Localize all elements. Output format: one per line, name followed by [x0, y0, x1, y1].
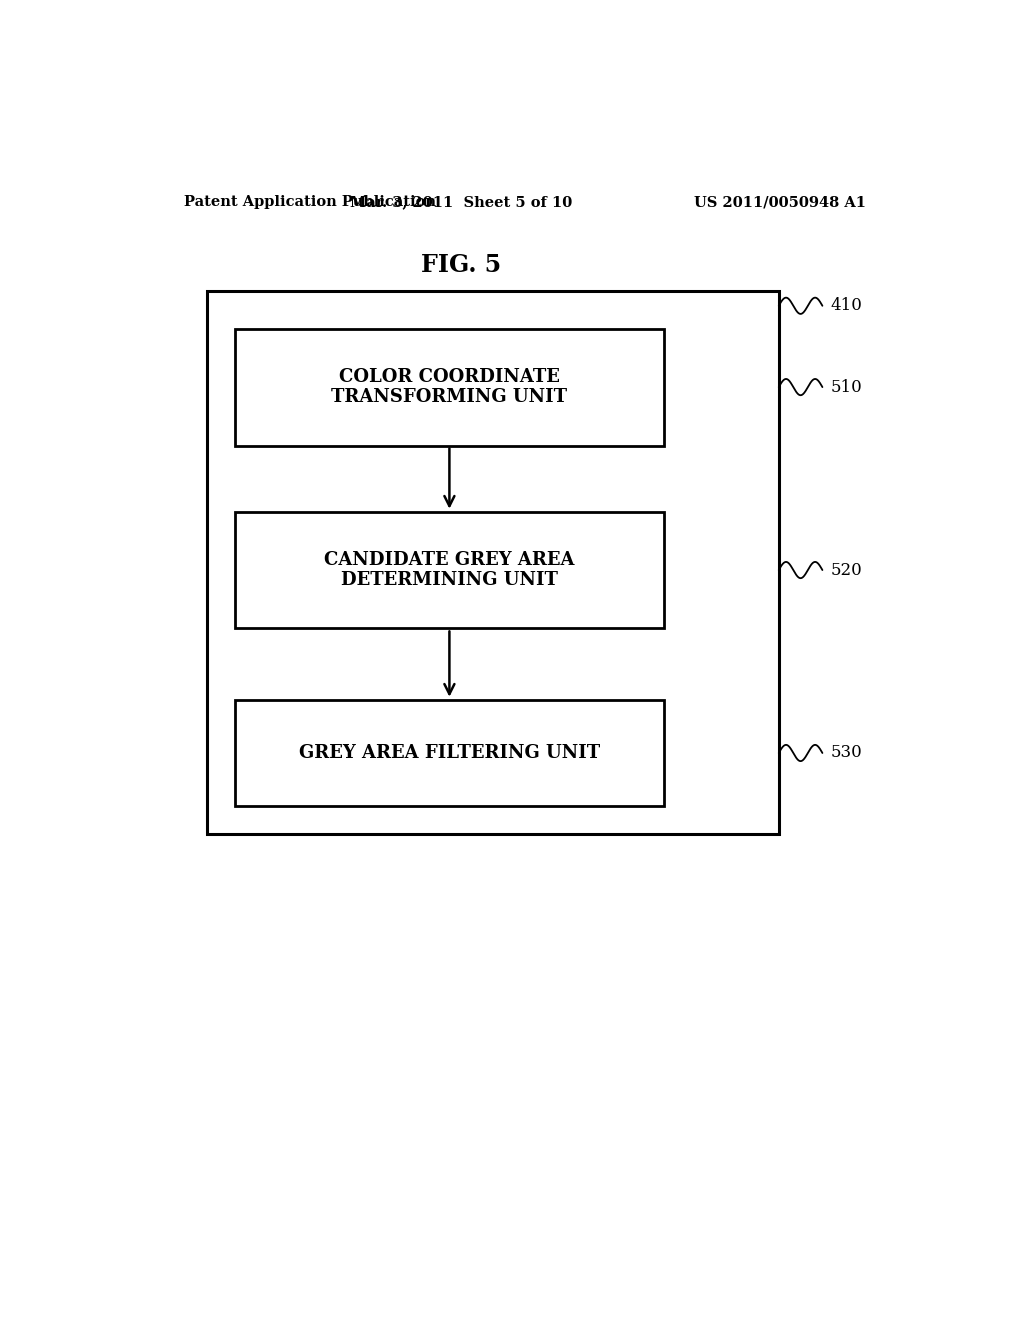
Bar: [207, 290, 778, 834]
Bar: [236, 700, 664, 807]
Text: 520: 520: [830, 561, 862, 578]
Text: Patent Application Publication: Patent Application Publication: [183, 195, 435, 209]
Text: US 2011/0050948 A1: US 2011/0050948 A1: [694, 195, 866, 209]
Text: 510: 510: [830, 379, 862, 396]
Text: 530: 530: [830, 744, 862, 762]
Text: GREY AREA FILTERING UNIT: GREY AREA FILTERING UNIT: [299, 744, 600, 762]
Bar: [236, 512, 664, 628]
Text: Mar. 3, 2011  Sheet 5 of 10: Mar. 3, 2011 Sheet 5 of 10: [350, 195, 572, 209]
Text: COLOR COORDINATE
TRANSFORMING UNIT: COLOR COORDINATE TRANSFORMING UNIT: [332, 368, 567, 407]
Text: FIG. 5: FIG. 5: [421, 253, 502, 277]
Text: 410: 410: [830, 297, 862, 314]
Bar: [236, 329, 664, 446]
Text: CANDIDATE GREY AREA
DETERMINING UNIT: CANDIDATE GREY AREA DETERMINING UNIT: [325, 550, 574, 590]
